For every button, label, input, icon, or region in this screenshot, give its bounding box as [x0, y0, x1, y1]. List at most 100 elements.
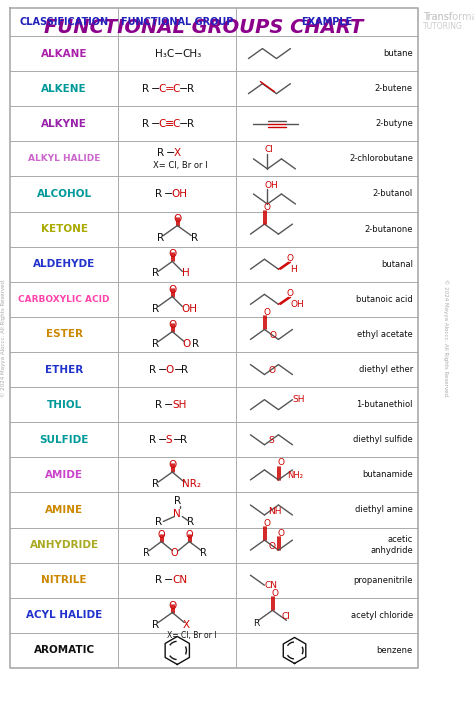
Text: −: − [179, 84, 189, 93]
Text: R: R [155, 517, 163, 526]
Text: O: O [272, 589, 278, 598]
Text: 2-butanol: 2-butanol [373, 190, 413, 199]
Text: 2-butanone: 2-butanone [365, 225, 413, 234]
Text: C: C [172, 119, 180, 128]
Text: AMIDE: AMIDE [45, 470, 83, 480]
Text: O: O [168, 600, 176, 611]
Text: NH: NH [268, 507, 282, 515]
Text: =: = [165, 84, 174, 93]
Text: O: O [165, 364, 173, 375]
Text: OH: OH [291, 300, 304, 309]
Text: AROMATIC: AROMATIC [34, 645, 95, 656]
Text: OH: OH [181, 303, 197, 314]
Text: 1-butanethiol: 1-butanethiol [356, 400, 413, 409]
Text: R: R [152, 619, 159, 630]
Text: H₃C: H₃C [155, 48, 174, 58]
Text: ESTER: ESTER [46, 329, 82, 340]
Text: −: − [166, 147, 176, 157]
Text: Cl: Cl [282, 612, 290, 621]
Text: O: O [268, 542, 275, 550]
Text: AMINE: AMINE [45, 505, 83, 515]
Text: R: R [155, 575, 163, 585]
Text: −: − [164, 189, 173, 199]
Text: OH: OH [171, 189, 187, 199]
Text: −: − [164, 575, 173, 585]
Text: −: − [158, 435, 168, 445]
Text: R: R [157, 147, 164, 157]
Text: acetic
anhydride: acetic anhydride [370, 536, 413, 555]
Text: −: − [174, 48, 183, 58]
Text: ETHER: ETHER [45, 364, 83, 375]
Text: propanenitrile: propanenitrile [354, 576, 413, 585]
Text: © 2024 Mayya Aloccc. All Rights Reserved.: © 2024 Mayya Aloccc. All Rights Reserved… [0, 279, 6, 397]
Text: SULFIDE: SULFIDE [39, 435, 89, 445]
Text: NR₂: NR₂ [182, 479, 201, 489]
Text: R: R [192, 338, 200, 349]
Text: O: O [157, 529, 165, 540]
Text: butane: butane [383, 49, 413, 58]
Text: ALKANE: ALKANE [41, 48, 87, 58]
Text: H: H [291, 265, 297, 274]
Text: acetyl chloride: acetyl chloride [351, 611, 413, 620]
Text: CH₃: CH₃ [182, 48, 201, 58]
Text: O: O [168, 319, 176, 330]
Text: O: O [277, 458, 284, 468]
Text: O: O [269, 331, 276, 340]
Text: H: H [182, 268, 190, 279]
Text: O: O [264, 308, 271, 317]
Text: ALKYL HALIDE: ALKYL HALIDE [28, 154, 100, 164]
Text: C: C [158, 119, 165, 128]
Text: THIOL: THIOL [46, 399, 82, 410]
Text: −: − [158, 364, 168, 375]
Text: O: O [264, 203, 271, 211]
Text: KETONE: KETONE [41, 224, 88, 234]
Text: R: R [187, 517, 194, 526]
Text: 2-chlorobutane: 2-chlorobutane [349, 154, 413, 164]
Text: CN: CN [172, 575, 187, 585]
Text: −: − [164, 399, 173, 410]
Text: EXAMPLE: EXAMPLE [301, 17, 353, 27]
Text: X= Cl, Br or I: X= Cl, Br or I [167, 631, 217, 640]
Text: O: O [170, 548, 178, 557]
Text: © 2024 Mayya Aloccc. All Rights Reserved.: © 2024 Mayya Aloccc. All Rights Reserved… [443, 279, 449, 397]
Text: X: X [182, 619, 190, 630]
Text: diethyl amine: diethyl amine [355, 505, 413, 515]
Text: −: − [173, 435, 182, 445]
Text: CARBOXYLIC ACID: CARBOXYLIC ACID [18, 295, 110, 304]
Text: R: R [149, 364, 156, 375]
Text: R: R [201, 548, 207, 557]
Text: O: O [182, 338, 191, 349]
Text: TUTORING: TUTORING [423, 22, 463, 31]
Text: CN: CN [264, 581, 277, 590]
Text: O: O [185, 529, 193, 540]
Text: O: O [168, 460, 176, 470]
Text: ALCOHOL: ALCOHOL [36, 189, 91, 199]
Text: O: O [168, 249, 176, 260]
Text: Cl: Cl [264, 145, 273, 154]
Text: benzene: benzene [377, 646, 413, 655]
Text: R: R [152, 338, 159, 349]
Text: Transf: Transf [423, 12, 452, 22]
Text: O: O [168, 284, 176, 295]
Text: N: N [173, 508, 181, 519]
Text: diethyl ether: diethyl ether [359, 365, 413, 374]
Text: butanoic acid: butanoic acid [356, 295, 413, 304]
Text: ALKYNE: ALKYNE [41, 119, 87, 128]
Text: R: R [157, 232, 164, 243]
Text: NH₂: NH₂ [287, 471, 303, 480]
Text: R: R [254, 619, 260, 628]
Text: butanal: butanal [381, 260, 413, 269]
Text: R: R [187, 84, 194, 93]
Text: R: R [142, 119, 149, 128]
Text: R: R [149, 435, 156, 445]
Text: ANHYDRIDE: ANHYDRIDE [29, 540, 99, 550]
Text: ACYL HALIDE: ACYL HALIDE [26, 610, 102, 621]
Text: R: R [173, 496, 181, 506]
Text: R: R [152, 479, 159, 489]
Text: ≡: ≡ [165, 119, 174, 128]
Text: ethyl acetate: ethyl acetate [357, 330, 413, 339]
Text: FUNCTIONAL GROUPS CHART: FUNCTIONAL GROUPS CHART [44, 18, 364, 37]
Text: R: R [143, 548, 150, 557]
Text: C: C [172, 84, 180, 93]
Text: OH: OH [264, 180, 278, 190]
